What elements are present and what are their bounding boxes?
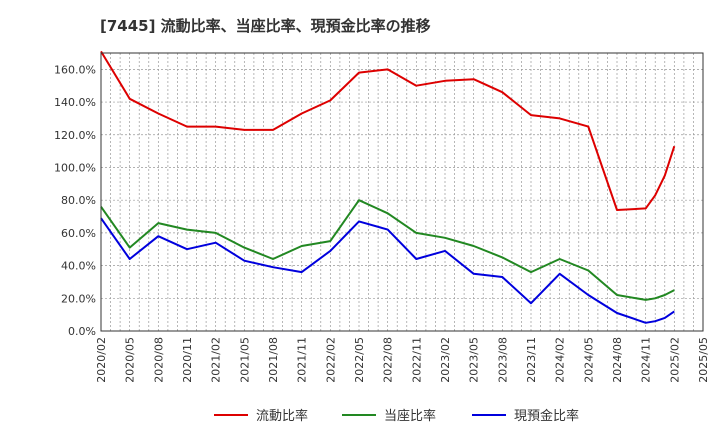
x-tick-label: 2023/02 bbox=[439, 337, 452, 383]
y-tick-label: 120.0% bbox=[54, 129, 96, 142]
x-axis-ticks: 2020/02 2020/05 2020/08 2020/11 2021/02 2021/… bbox=[95, 337, 710, 383]
y-tick-label: 60.0% bbox=[61, 227, 96, 240]
y-tick-label: 40.0% bbox=[61, 260, 96, 273]
x-tick-label: 2022/08 bbox=[382, 337, 395, 383]
x-tick-label: 2021/08 bbox=[267, 337, 280, 383]
x-tick-label: 2022/05 bbox=[353, 337, 366, 383]
x-tick-label: 2020/11 bbox=[181, 337, 194, 383]
x-tick-label: 2020/02 bbox=[95, 337, 108, 383]
x-tick-label: 2024/11 bbox=[640, 337, 653, 383]
legend-label-1: 当座比率 bbox=[384, 408, 436, 424]
x-tick-label: 2023/11 bbox=[525, 337, 538, 383]
x-tick-label: 2023/08 bbox=[496, 337, 509, 383]
series-line-2 bbox=[100, 217, 675, 324]
series-lines bbox=[100, 50, 676, 324]
legend: 流動比率 当座比率 現預金比率 bbox=[214, 408, 579, 424]
x-tick-label: 2024/08 bbox=[611, 337, 624, 383]
y-tick-label: 80.0% bbox=[61, 194, 96, 207]
y-tick-label: 0.0% bbox=[68, 325, 96, 338]
x-tick-label: 2025/05 bbox=[697, 337, 710, 383]
y-tick-label: 140.0% bbox=[54, 96, 96, 109]
y-tick-label: 100.0% bbox=[54, 161, 96, 174]
legend-label-2: 現預金比率 bbox=[514, 408, 579, 424]
x-tick-label: 2020/08 bbox=[152, 337, 165, 383]
x-tick-label: 2025/02 bbox=[668, 337, 681, 383]
x-tick-label: 2023/05 bbox=[468, 337, 481, 383]
x-tick-label: 2024/05 bbox=[582, 337, 595, 383]
chart-title: [7445] 流動比率、当座比率、現預金比率の推移 bbox=[100, 17, 431, 35]
plot-frame bbox=[100, 52, 704, 332]
x-tick-label: 2021/02 bbox=[210, 337, 223, 383]
x-tick-label: 2022/02 bbox=[324, 337, 337, 383]
y-tick-label: 20.0% bbox=[61, 292, 96, 305]
series-line-1 bbox=[100, 199, 675, 301]
x-tick-label: 2021/05 bbox=[238, 337, 251, 383]
x-tick-label: 2021/11 bbox=[296, 337, 309, 383]
y-tick-label: 160.0% bbox=[54, 63, 96, 76]
legend-label-0: 流動比率 bbox=[256, 408, 308, 424]
series-line-0 bbox=[100, 50, 676, 211]
y-axis-ticks: 0.0% 20.0% 40.0% 60.0% 80.0% 100.0% 120.0% 140.… bbox=[54, 63, 96, 338]
grid bbox=[100, 53, 704, 332]
x-tick-label: 2024/02 bbox=[554, 337, 567, 383]
x-tick-label: 2020/05 bbox=[124, 337, 137, 383]
x-tick-label: 2022/11 bbox=[410, 337, 423, 383]
